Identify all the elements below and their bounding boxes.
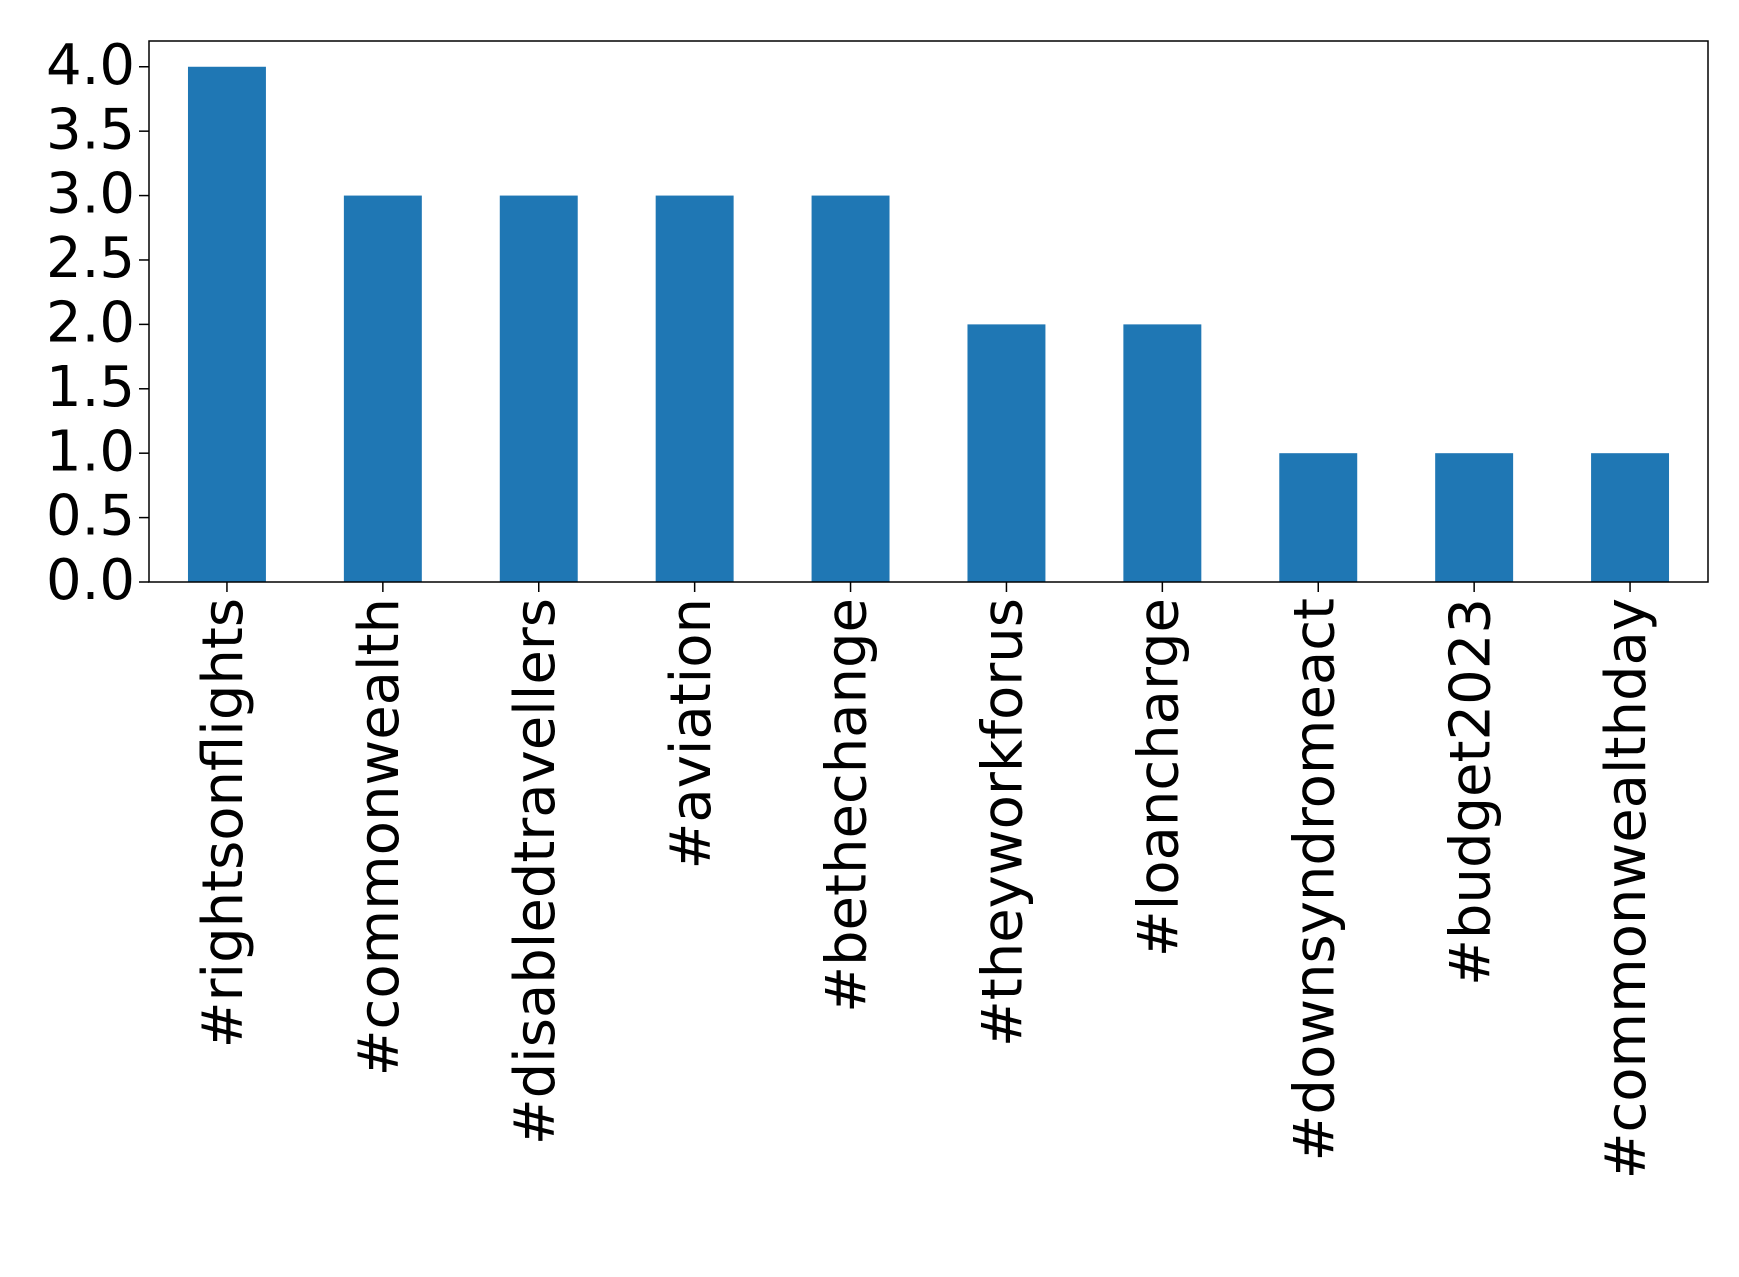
- y-tick-label: 0.5: [46, 484, 135, 549]
- bar: [811, 195, 890, 583]
- y-tick-label: 2.5: [46, 226, 135, 291]
- bar: [1591, 453, 1670, 582]
- y-tick-label: 1.5: [46, 355, 135, 420]
- bar: [967, 324, 1046, 582]
- y-tick-label: 1.0: [46, 419, 135, 484]
- bar: [1123, 324, 1202, 582]
- bar: [343, 195, 422, 583]
- x-tick-label: #aviation: [659, 598, 724, 870]
- x-tick-label: #commonwealthday: [1594, 598, 1659, 1179]
- bar: [1279, 453, 1358, 582]
- x-tick-label: #budget2023: [1438, 598, 1503, 986]
- x-tick-label: #disabledtravellers: [503, 598, 568, 1145]
- bar: [655, 195, 734, 583]
- y-tick-label: 4.0: [46, 33, 135, 98]
- x-tick-label: #downsyndromeact: [1282, 598, 1347, 1162]
- x-tick-label: #loancharge: [1126, 598, 1191, 957]
- bar: [187, 66, 266, 582]
- y-tick-label: 3.5: [46, 97, 135, 162]
- x-tick-label: #rightsonflights: [191, 598, 256, 1048]
- x-tick-label: #theyworkforus: [971, 598, 1036, 1047]
- y-tick-label: 2.0: [46, 291, 135, 356]
- y-tick-label: 3.0: [46, 162, 135, 227]
- bar: [499, 195, 578, 583]
- bar: [1435, 453, 1514, 582]
- y-tick-label: 0.0: [46, 548, 135, 613]
- x-tick-label: #commonwealth: [347, 598, 412, 1076]
- x-tick-label: #bethechange: [815, 598, 880, 1013]
- plot-frame: [148, 40, 1709, 583]
